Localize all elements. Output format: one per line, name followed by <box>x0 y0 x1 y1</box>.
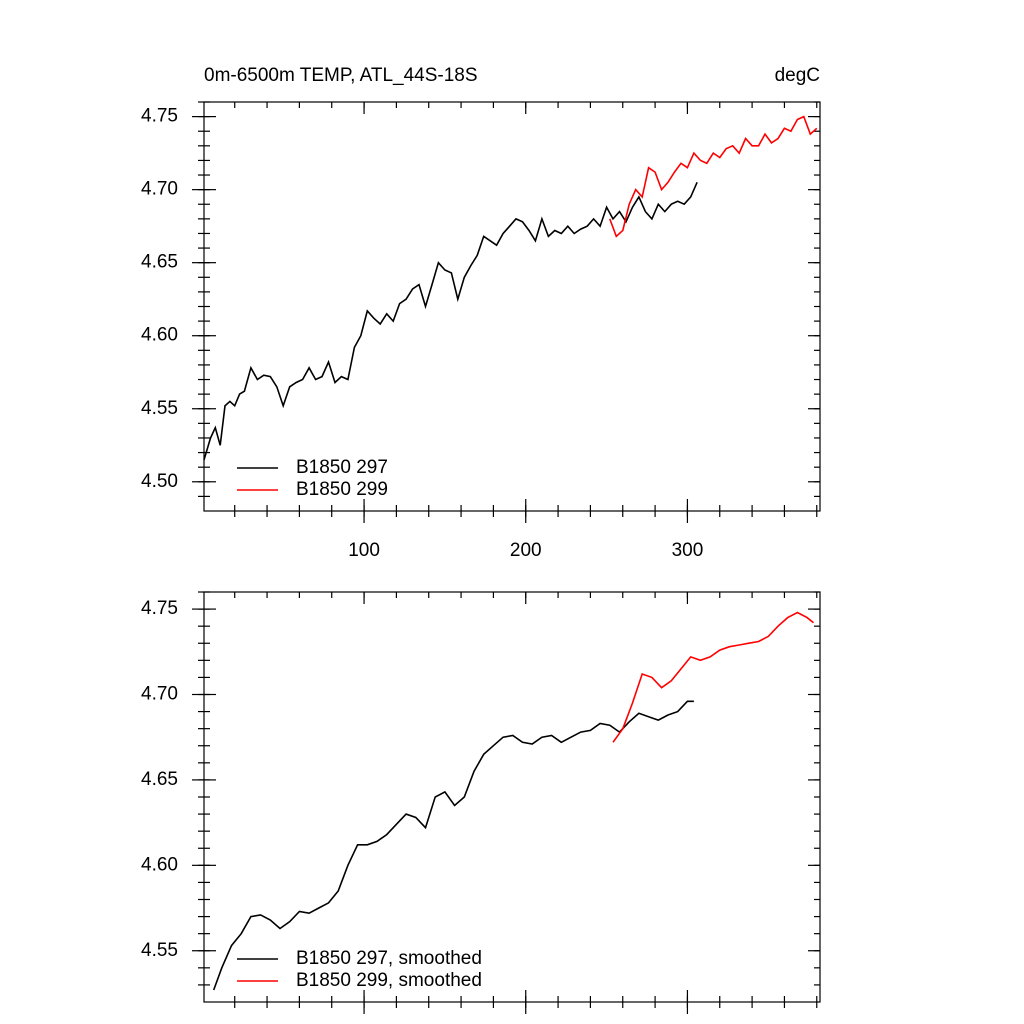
y-tick-label: 4.55 <box>141 398 178 419</box>
y-tick-label: 4.70 <box>141 684 178 705</box>
y-tick-label: 4.60 <box>141 854 178 875</box>
plot-frame <box>203 101 821 512</box>
data-line <box>212 700 694 991</box>
y-tick-label: 4.75 <box>141 598 178 619</box>
y-tick-label: 4.60 <box>141 325 178 346</box>
x-tick-label: 100 <box>348 540 380 561</box>
data-line <box>612 611 814 743</box>
y-tick-label: 4.70 <box>141 179 178 200</box>
units-label: degC <box>775 65 820 86</box>
x-tick-label: 300 <box>672 540 704 561</box>
legend-label: B1850 297 <box>296 457 388 478</box>
legend-label: B1850 299 <box>296 479 388 500</box>
y-tick-label: 4.65 <box>141 252 178 273</box>
plot-frame <box>203 591 821 1003</box>
data-line <box>203 181 698 461</box>
legend-label: B1850 299, smoothed <box>296 970 482 991</box>
data-line <box>609 115 818 238</box>
y-tick-label: 4.75 <box>141 106 178 127</box>
y-tick-label: 4.65 <box>141 769 178 790</box>
chart-title: 0m-6500m TEMP, ATL_44S-18S <box>204 65 478 86</box>
legend-label: B1850 297, smoothed <box>296 948 482 969</box>
y-tick-label: 4.55 <box>141 940 178 961</box>
y-tick-label: 4.50 <box>141 471 178 492</box>
x-tick-label: 200 <box>510 540 542 561</box>
